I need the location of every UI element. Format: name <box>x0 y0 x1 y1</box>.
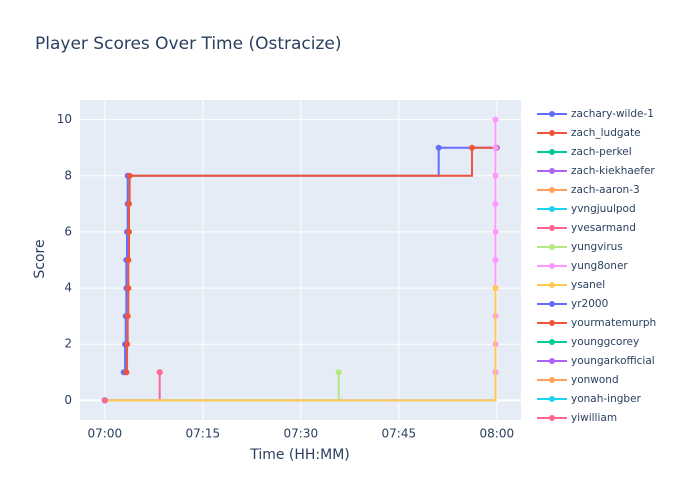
data-point <box>492 285 499 292</box>
x-tick-label: 07:15 <box>186 427 221 441</box>
legend-marker <box>549 187 555 193</box>
legend-label[interactable]: youngarkofficial <box>571 355 655 367</box>
legend-label[interactable]: yonwond <box>571 374 619 386</box>
legend-label[interactable]: zach-perkel <box>571 146 632 158</box>
data-point <box>124 341 131 348</box>
data-point <box>492 257 499 263</box>
y-axis-title: Score <box>32 239 48 278</box>
data-point <box>492 116 499 123</box>
data-point <box>492 172 499 179</box>
legend-marker <box>549 358 555 364</box>
legend-marker <box>549 396 555 402</box>
y-tick-label: 6 <box>64 224 72 238</box>
data-point <box>126 228 132 235</box>
chart-title: Player Scores Over Time (Ostracize) <box>35 34 342 54</box>
legend-label[interactable]: zach-aaron-3 <box>571 184 640 196</box>
legend-label[interactable]: zachary-wilde-1 <box>571 108 654 120</box>
y-tick-label: 0 <box>64 393 72 407</box>
data-point <box>125 257 132 263</box>
legend-label[interactable]: yourmatemurph <box>571 317 656 329</box>
legend-marker <box>549 130 555 136</box>
legend-marker <box>549 225 555 231</box>
x-axis-title: Time (HH:MM) <box>249 447 350 463</box>
data-point <box>492 200 499 207</box>
legend-label[interactable]: yvesarmand <box>571 222 636 234</box>
legend-label[interactable]: yung8oner <box>571 260 628 272</box>
legend-marker <box>549 263 555 269</box>
data-point <box>492 228 499 235</box>
legend-label[interactable]: yungvirus <box>571 241 623 253</box>
legend-label[interactable]: yonah-ingber <box>571 393 642 405</box>
legend-marker <box>549 111 555 117</box>
legend-label[interactable]: yr2000 <box>571 298 608 310</box>
x-tick-label: 07:00 <box>88 427 123 441</box>
legend-label[interactable]: younggcorey <box>571 336 639 348</box>
data-point <box>335 369 342 376</box>
y-tick-label: 10 <box>57 112 72 126</box>
legend-marker <box>549 149 555 155</box>
legend-marker <box>549 206 555 212</box>
y-tick-label: 2 <box>64 337 72 351</box>
data-point <box>125 285 132 292</box>
plot <box>101 116 500 404</box>
legend-marker <box>549 244 555 250</box>
legend-label[interactable]: yvngjuulpod <box>571 203 636 215</box>
data-point <box>492 144 499 151</box>
legend-marker <box>549 301 555 307</box>
legend-marker <box>549 415 555 421</box>
legend-marker <box>549 320 555 326</box>
data-point <box>124 313 131 320</box>
data-point <box>126 172 133 179</box>
y-tick-label: 8 <box>64 168 72 182</box>
data-point <box>469 144 475 151</box>
data-point <box>126 200 132 207</box>
x-tick-label: 07:45 <box>382 427 417 441</box>
x-tick-label: 07:30 <box>284 427 319 441</box>
legend-label[interactable]: zach_ludgate <box>571 127 641 139</box>
legend-marker <box>549 377 555 383</box>
legend-marker <box>549 168 555 174</box>
y-tick-label: 4 <box>64 281 72 295</box>
legend-marker <box>549 339 555 345</box>
legend-marker <box>549 282 555 288</box>
data-point <box>435 144 442 151</box>
legend-label[interactable]: zach-kiekhaefer <box>571 165 655 177</box>
series-line <box>104 288 497 402</box>
legend[interactable]: zachary-wilde-1 zach_ludgate zach-perkel za… <box>537 108 656 424</box>
x-tick-label: 08:00 <box>480 427 515 441</box>
data-point <box>101 397 108 404</box>
data-point <box>156 369 163 376</box>
legend-label[interactable]: yiwilliam <box>571 412 617 424</box>
legend-label[interactable]: ysanel <box>571 279 605 291</box>
data-point <box>123 369 130 376</box>
